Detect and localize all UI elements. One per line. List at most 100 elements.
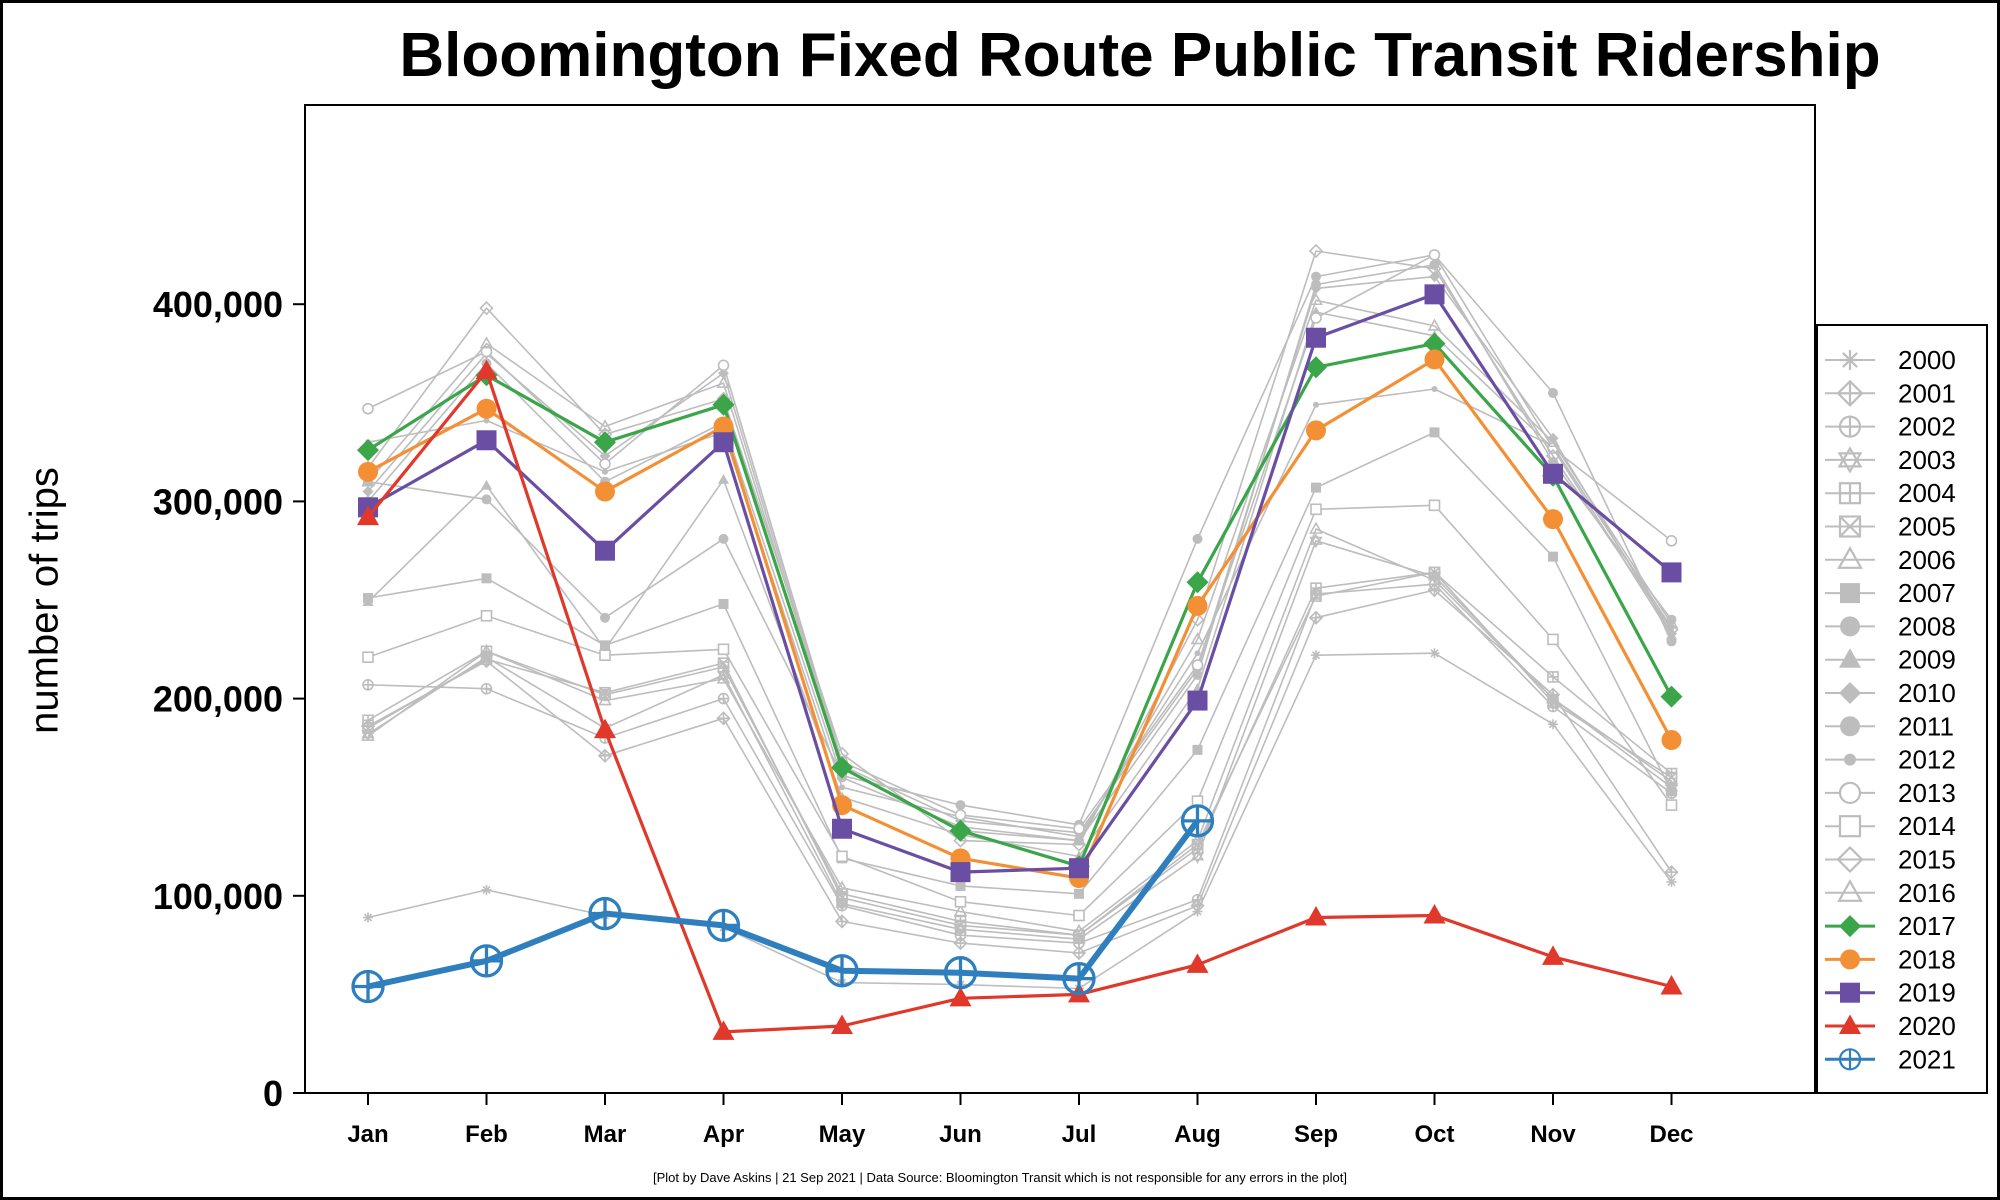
legend-item-2013: 2013 bbox=[1825, 778, 1956, 808]
legend-label: 2020 bbox=[1898, 1011, 1956, 1041]
data-point bbox=[1306, 420, 1326, 441]
data-point bbox=[1424, 349, 1445, 370]
x-tick-label: Dec bbox=[1649, 1121, 1693, 1148]
data-point bbox=[954, 895, 967, 908]
data-point bbox=[599, 649, 611, 662]
data-point bbox=[825, 954, 859, 988]
data-point bbox=[1431, 385, 1438, 392]
data-point bbox=[362, 486, 374, 498]
data-point bbox=[1313, 401, 1319, 408]
data-point bbox=[599, 458, 611, 470]
legend-label: 2001 bbox=[1898, 378, 1956, 408]
legend-label: 2021 bbox=[1898, 1044, 1956, 1074]
legend-marker bbox=[1840, 949, 1860, 970]
data-point bbox=[718, 473, 729, 484]
data-point bbox=[469, 944, 504, 978]
legend-marker bbox=[1840, 616, 1860, 637]
data-point bbox=[1186, 953, 1209, 973]
legend-label: 2012 bbox=[1898, 745, 1956, 775]
legend-marker bbox=[1837, 879, 1863, 902]
footer-credit: [Plot by Dave Askins | 21 Sep 2021 | Dat… bbox=[653, 1170, 1347, 1185]
legend-item-2006: 2006 bbox=[1825, 545, 1956, 575]
data-point bbox=[717, 692, 730, 705]
data-point bbox=[718, 533, 729, 544]
data-point bbox=[1310, 503, 1322, 516]
data-point bbox=[1664, 774, 1679, 787]
data-point bbox=[598, 419, 612, 432]
data-point bbox=[1190, 833, 1205, 846]
data-point bbox=[1062, 961, 1096, 996]
data-point bbox=[599, 450, 611, 462]
data-point bbox=[1192, 669, 1203, 680]
legend-label: 2019 bbox=[1898, 978, 1956, 1008]
data-point bbox=[1309, 521, 1323, 534]
x-tick-label: Nov bbox=[1530, 1121, 1576, 1148]
series-line-2001 bbox=[367, 589, 1673, 954]
data-point bbox=[481, 573, 492, 584]
data-point bbox=[1187, 595, 1208, 616]
series-2020 bbox=[357, 359, 1683, 1040]
legend-item-2014: 2014 bbox=[1825, 811, 1956, 841]
data-point bbox=[598, 693, 612, 706]
data-point bbox=[1192, 744, 1203, 755]
data-point bbox=[363, 912, 373, 923]
legend-marker bbox=[1840, 350, 1860, 370]
data-point bbox=[1545, 448, 1561, 464]
data-point bbox=[950, 862, 971, 883]
data-point bbox=[1191, 893, 1204, 906]
series-line-2015 bbox=[367, 250, 1673, 846]
legend-item-2017: 2017 bbox=[1825, 911, 1956, 941]
legend-marker bbox=[1840, 583, 1860, 604]
data-point bbox=[480, 609, 493, 622]
legend-label: 2014 bbox=[1898, 811, 1956, 841]
legend-label: 2006 bbox=[1898, 545, 1956, 575]
data-point bbox=[1423, 332, 1446, 355]
data-point bbox=[483, 417, 490, 424]
data-point bbox=[475, 359, 498, 380]
legend-item-2000: 2000 bbox=[1825, 345, 1956, 375]
data-point bbox=[706, 908, 741, 943]
series-line-2008 bbox=[367, 254, 1673, 826]
data-point bbox=[1180, 804, 1215, 838]
data-point bbox=[481, 479, 492, 490]
data-point bbox=[479, 643, 494, 657]
legend-item-2009: 2009 bbox=[1825, 645, 1956, 675]
legend-label: 2008 bbox=[1898, 611, 1956, 641]
data-point bbox=[1072, 923, 1086, 937]
data-point bbox=[836, 891, 848, 904]
legend-marker bbox=[1839, 1014, 1861, 1034]
data-point bbox=[358, 461, 378, 482]
data-point bbox=[1661, 730, 1682, 751]
data-point bbox=[1190, 632, 1205, 645]
legend-marker bbox=[1838, 515, 1862, 538]
series-2017 bbox=[357, 332, 1683, 878]
data-point bbox=[1073, 909, 1085, 922]
legend-item-2005: 2005 bbox=[1825, 512, 1956, 542]
data-point bbox=[954, 809, 967, 821]
data-point bbox=[831, 756, 853, 779]
series-line-2021 bbox=[367, 819, 1200, 990]
data-point bbox=[1664, 865, 1679, 880]
legend-label: 2000 bbox=[1898, 345, 1956, 375]
data-point bbox=[481, 884, 492, 895]
data-point bbox=[480, 345, 493, 358]
legend-label: 2005 bbox=[1898, 512, 1956, 542]
data-point bbox=[362, 678, 374, 691]
data-point bbox=[597, 748, 613, 763]
series-line-2017 bbox=[367, 342, 1673, 868]
x-tick-label: Feb bbox=[465, 1121, 508, 1148]
legend-label: 2004 bbox=[1898, 478, 1956, 508]
series-line-2003 bbox=[367, 539, 1672, 941]
data-point bbox=[357, 439, 379, 462]
data-point bbox=[1186, 571, 1209, 594]
data-point bbox=[1429, 427, 1440, 438]
data-point bbox=[1546, 691, 1560, 704]
data-point bbox=[953, 833, 968, 848]
legend-label: 2009 bbox=[1898, 645, 1956, 675]
legend-item-2016: 2016 bbox=[1825, 878, 1956, 908]
data-point bbox=[717, 359, 730, 372]
data-point bbox=[1428, 499, 1441, 512]
data-point bbox=[1664, 616, 1679, 629]
data-point bbox=[716, 671, 731, 684]
legend-label: 2013 bbox=[1898, 778, 1956, 808]
